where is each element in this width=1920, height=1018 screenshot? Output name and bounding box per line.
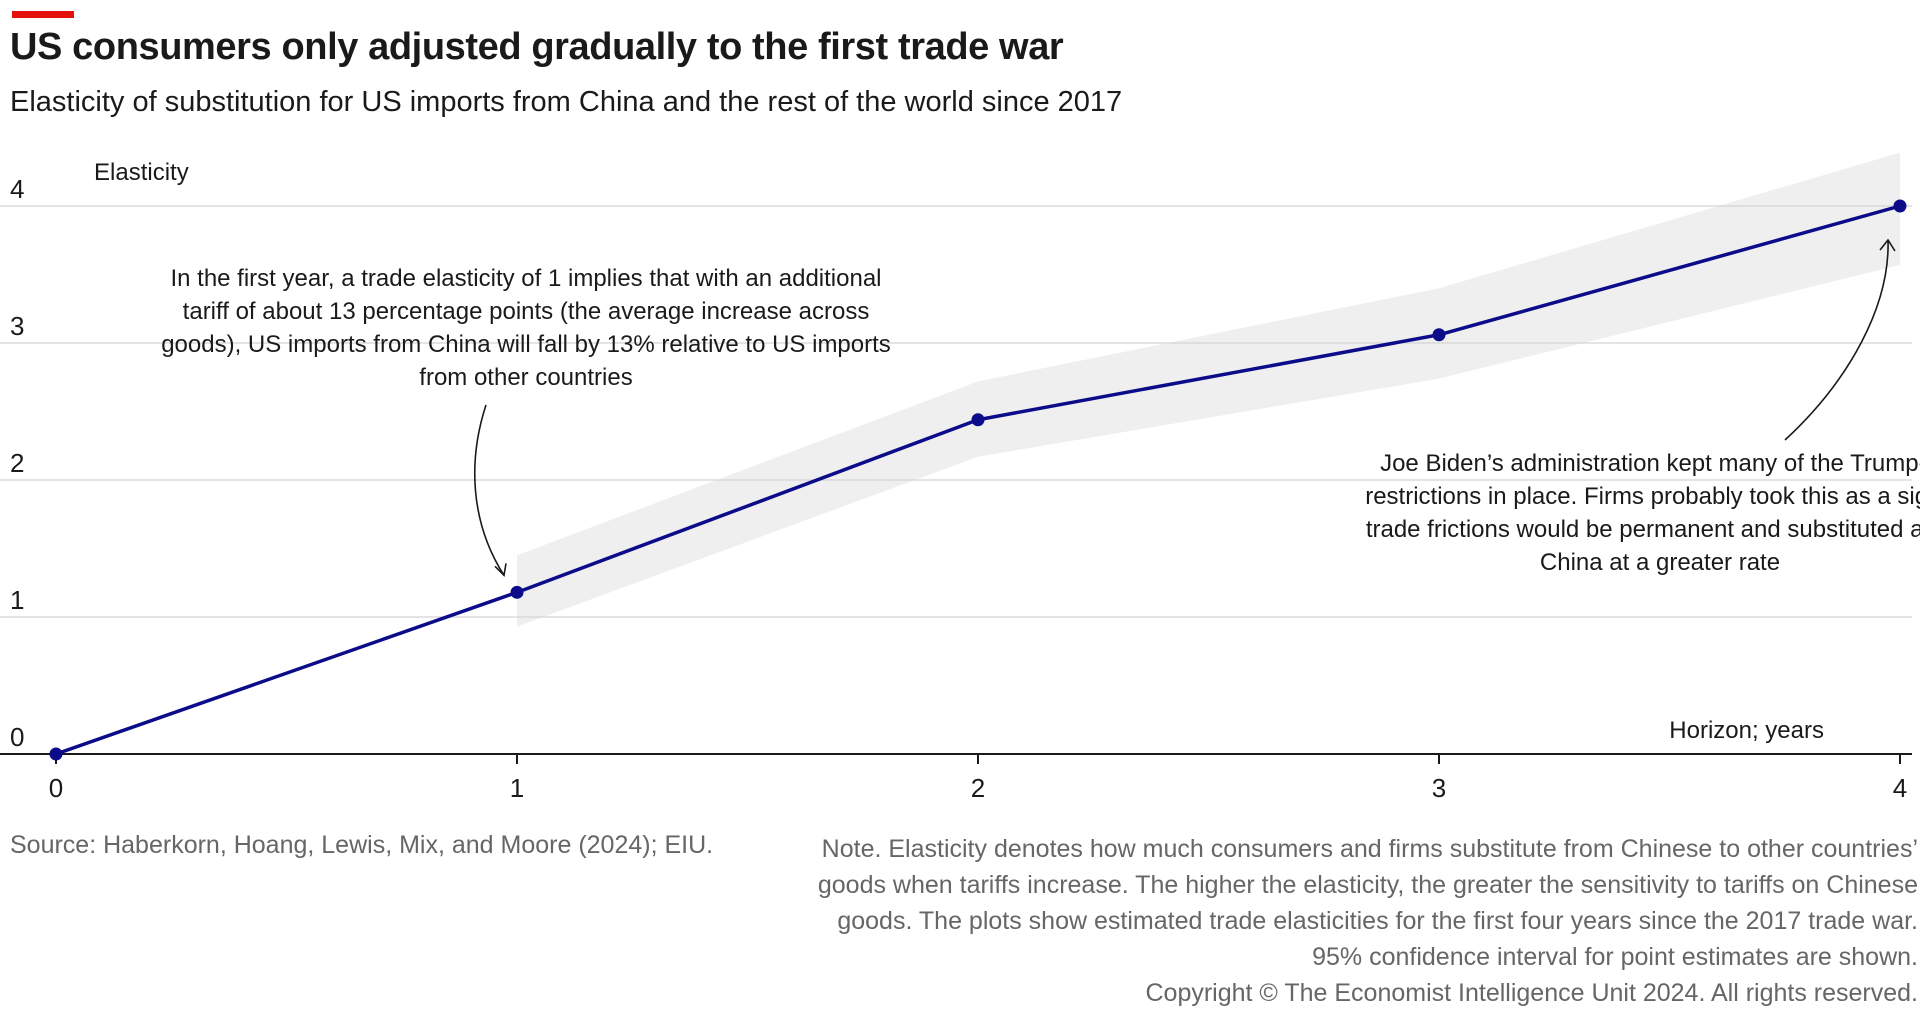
x-tick-label: 1 <box>510 773 524 803</box>
annotation-arrow <box>474 404 505 576</box>
annotation-arrow <box>1784 239 1889 441</box>
line-chart: 0 1 2 3 4 Elasticity 0 1 2 3 4 Horizon; years In the… <box>0 152 1920 803</box>
y-tick-label: 1 <box>10 585 24 615</box>
chart-subtitle: Elasticity of substitution for US import… <box>10 86 1123 118</box>
x-tick-label: 3 <box>1432 773 1446 803</box>
x-tick-label: 0 <box>49 773 63 803</box>
source-note: Source: Haberkorn, Hoang, Lewis, Mix, an… <box>10 831 714 859</box>
annotation-text: In the first year, a trade elasticity of… <box>170 265 881 292</box>
annotation-text: restrictions in place. Firms probably to… <box>1365 483 1920 510</box>
footnote-line: goods. The plots show estimated trade el… <box>837 907 1918 935</box>
brand-accent-bar <box>12 11 74 18</box>
x-tick-label: 4 <box>1893 773 1907 803</box>
data-point <box>49 747 63 761</box>
x-tick-label: 2 <box>971 773 985 803</box>
y-tick-label: 4 <box>10 174 24 204</box>
copyright-line: Copyright © The Economist Intelligence U… <box>1145 979 1918 1007</box>
annotation-text: China at a greater rate <box>1540 549 1780 576</box>
annotation-text: trade frictions would be permanent and s… <box>1366 516 1920 543</box>
arrowhead <box>494 563 507 578</box>
footnote-line: goods when tariffs increase. The higher … <box>817 871 1918 899</box>
data-point <box>1893 199 1907 213</box>
annotation-text: from other countries <box>419 364 632 391</box>
annotation-text: tariff of about 13 percentage points (th… <box>183 298 870 325</box>
chart-title: US consumers only adjusted gradually to … <box>10 26 1064 68</box>
data-point <box>1432 328 1446 342</box>
arrowhead <box>1879 238 1896 252</box>
y-tick-label: 2 <box>10 448 24 478</box>
data-point <box>971 413 985 427</box>
confidence-band <box>517 152 1900 627</box>
footnote-line: 95% confidence interval for point estima… <box>1312 943 1918 971</box>
data-point <box>510 585 524 599</box>
footnote: Note. Elasticity denotes how much consum… <box>758 831 1918 1011</box>
footnote-line: Note. Elasticity denotes how much consum… <box>821 835 1918 863</box>
y-axis-label: Elasticity <box>94 159 189 186</box>
y-tick-label: 0 <box>10 722 24 752</box>
annotation-text: goods), US imports from China will fall … <box>161 331 891 358</box>
annotation-text: Joe Biden’s administration kept many of … <box>1380 450 1920 477</box>
x-axis-label: Horizon; years <box>1669 717 1824 744</box>
y-tick-label: 3 <box>10 311 24 341</box>
